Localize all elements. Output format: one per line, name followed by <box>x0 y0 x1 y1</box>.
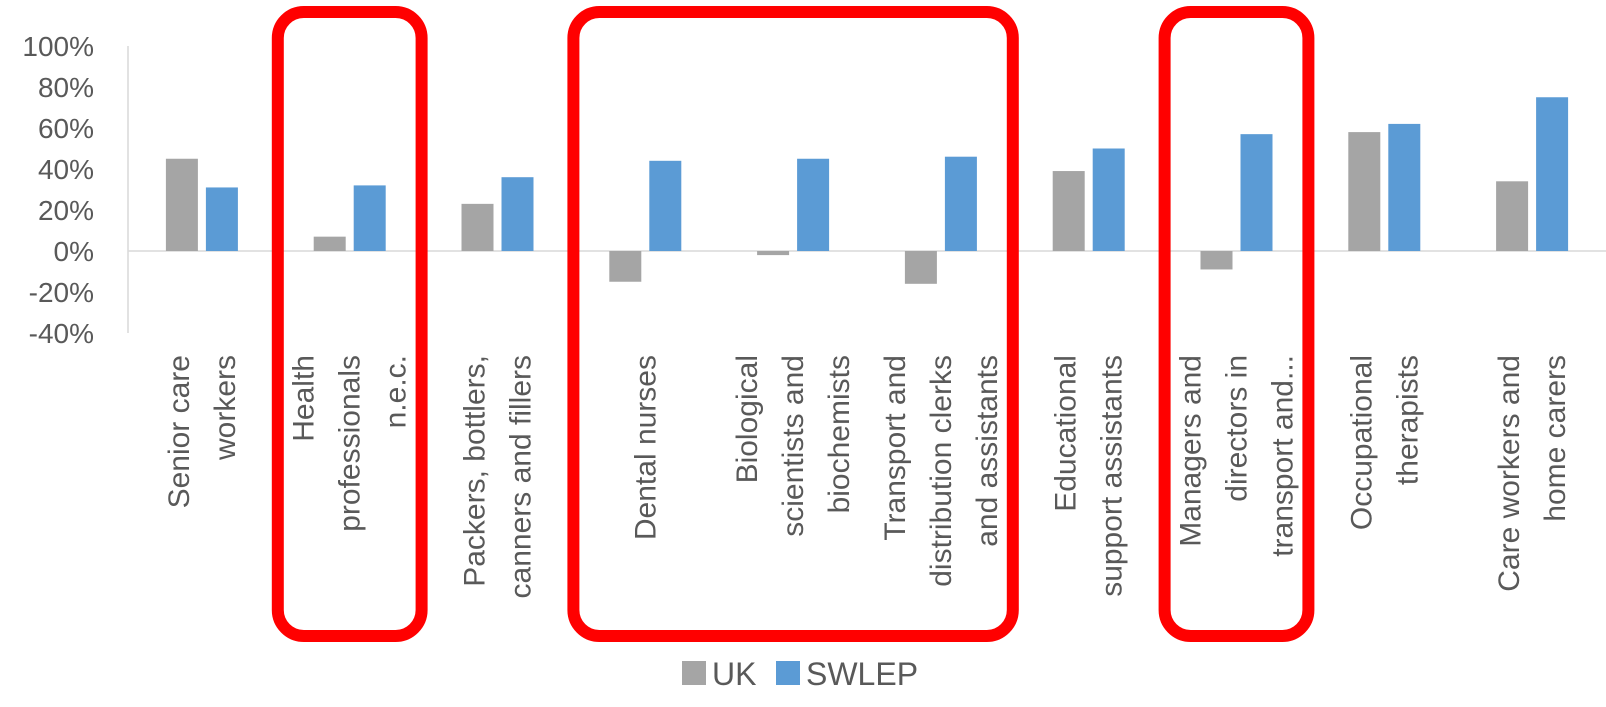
x-category-label: Transport and <box>879 355 912 541</box>
x-category-label: distribution clerks <box>925 355 958 587</box>
highlight-box <box>1158 6 1315 642</box>
y-axis-tick-labels: 100% 80% 60% 40% 20% 0% -20% -40% <box>22 31 94 349</box>
bar-uk <box>1496 181 1529 251</box>
legend: UK SWLEP <box>682 656 918 692</box>
x-category-label: Health <box>288 355 321 442</box>
x-category-label: canners and fillers <box>505 355 538 598</box>
x-category-label: support assistants <box>1096 355 1129 597</box>
x-category-label: Packers, bottlers, <box>459 355 492 587</box>
y-tick-label: 0% <box>54 236 94 267</box>
x-category-label: biochemists <box>823 355 856 513</box>
legend-swatch-uk <box>682 661 706 685</box>
highlight-box <box>567 6 1019 642</box>
bar-uk <box>461 203 494 251</box>
x-category-label: workers <box>209 355 242 461</box>
x-category-label: transport and... <box>1267 355 1300 557</box>
bar-swlep <box>1240 134 1273 251</box>
bar-swlep <box>501 177 534 251</box>
x-category-label: professionals <box>334 355 367 532</box>
x-category-label: Managers and <box>1175 355 1208 547</box>
x-category-label: Educational <box>1050 355 1083 512</box>
bar-uk <box>904 251 937 284</box>
x-category-label: directors in <box>1221 355 1254 502</box>
bar-uk <box>1200 251 1233 270</box>
x-category-label: Care workers and <box>1493 355 1526 592</box>
bar-swlep <box>1388 123 1421 251</box>
x-category-label: scientists and <box>777 355 810 537</box>
x-axis-category-labels: Senior care workers Health professionals n.e… <box>163 355 1572 598</box>
x-category-label: Occupational <box>1345 355 1378 530</box>
y-tick-label: 40% <box>38 154 94 185</box>
chart-axes <box>127 46 1606 333</box>
y-tick-label: 100% <box>22 31 94 62</box>
x-category-label: and assistants <box>971 355 1004 547</box>
y-tick-label: 60% <box>38 113 94 144</box>
legend-label-swlep: SWLEP <box>806 656 918 692</box>
bar-swlep <box>1536 97 1569 251</box>
legend-label-uk: UK <box>712 656 756 692</box>
bar-uk <box>1348 132 1381 251</box>
x-category-label: Biological <box>731 355 764 483</box>
bar-uk <box>1052 171 1085 251</box>
bars <box>165 97 1569 284</box>
bar-uk <box>165 158 198 251</box>
bar-swlep <box>1092 148 1125 251</box>
x-category-label: n.e.c. <box>380 355 413 428</box>
bar-swlep <box>944 156 977 251</box>
bar-swlep <box>649 160 682 251</box>
y-tick-label: 80% <box>38 72 94 103</box>
bar-swlep <box>353 185 386 251</box>
x-category-label: home carers <box>1539 355 1572 522</box>
highlight-box <box>271 6 428 642</box>
bar-uk <box>313 236 346 251</box>
y-tick-label: 20% <box>38 195 94 226</box>
x-category-label: Dental nurses <box>629 355 662 540</box>
bar-uk <box>757 251 790 256</box>
x-category-label: Senior care <box>163 355 196 508</box>
legend-swatch-swlep <box>776 661 800 685</box>
bar-swlep <box>205 187 238 251</box>
bar-swlep <box>797 158 830 251</box>
bar-uk <box>609 251 642 282</box>
y-tick-label: -20% <box>29 277 94 308</box>
x-category-label: therapists <box>1391 355 1424 485</box>
y-tick-label: -40% <box>29 318 94 349</box>
highlight-boxes <box>271 6 1315 642</box>
